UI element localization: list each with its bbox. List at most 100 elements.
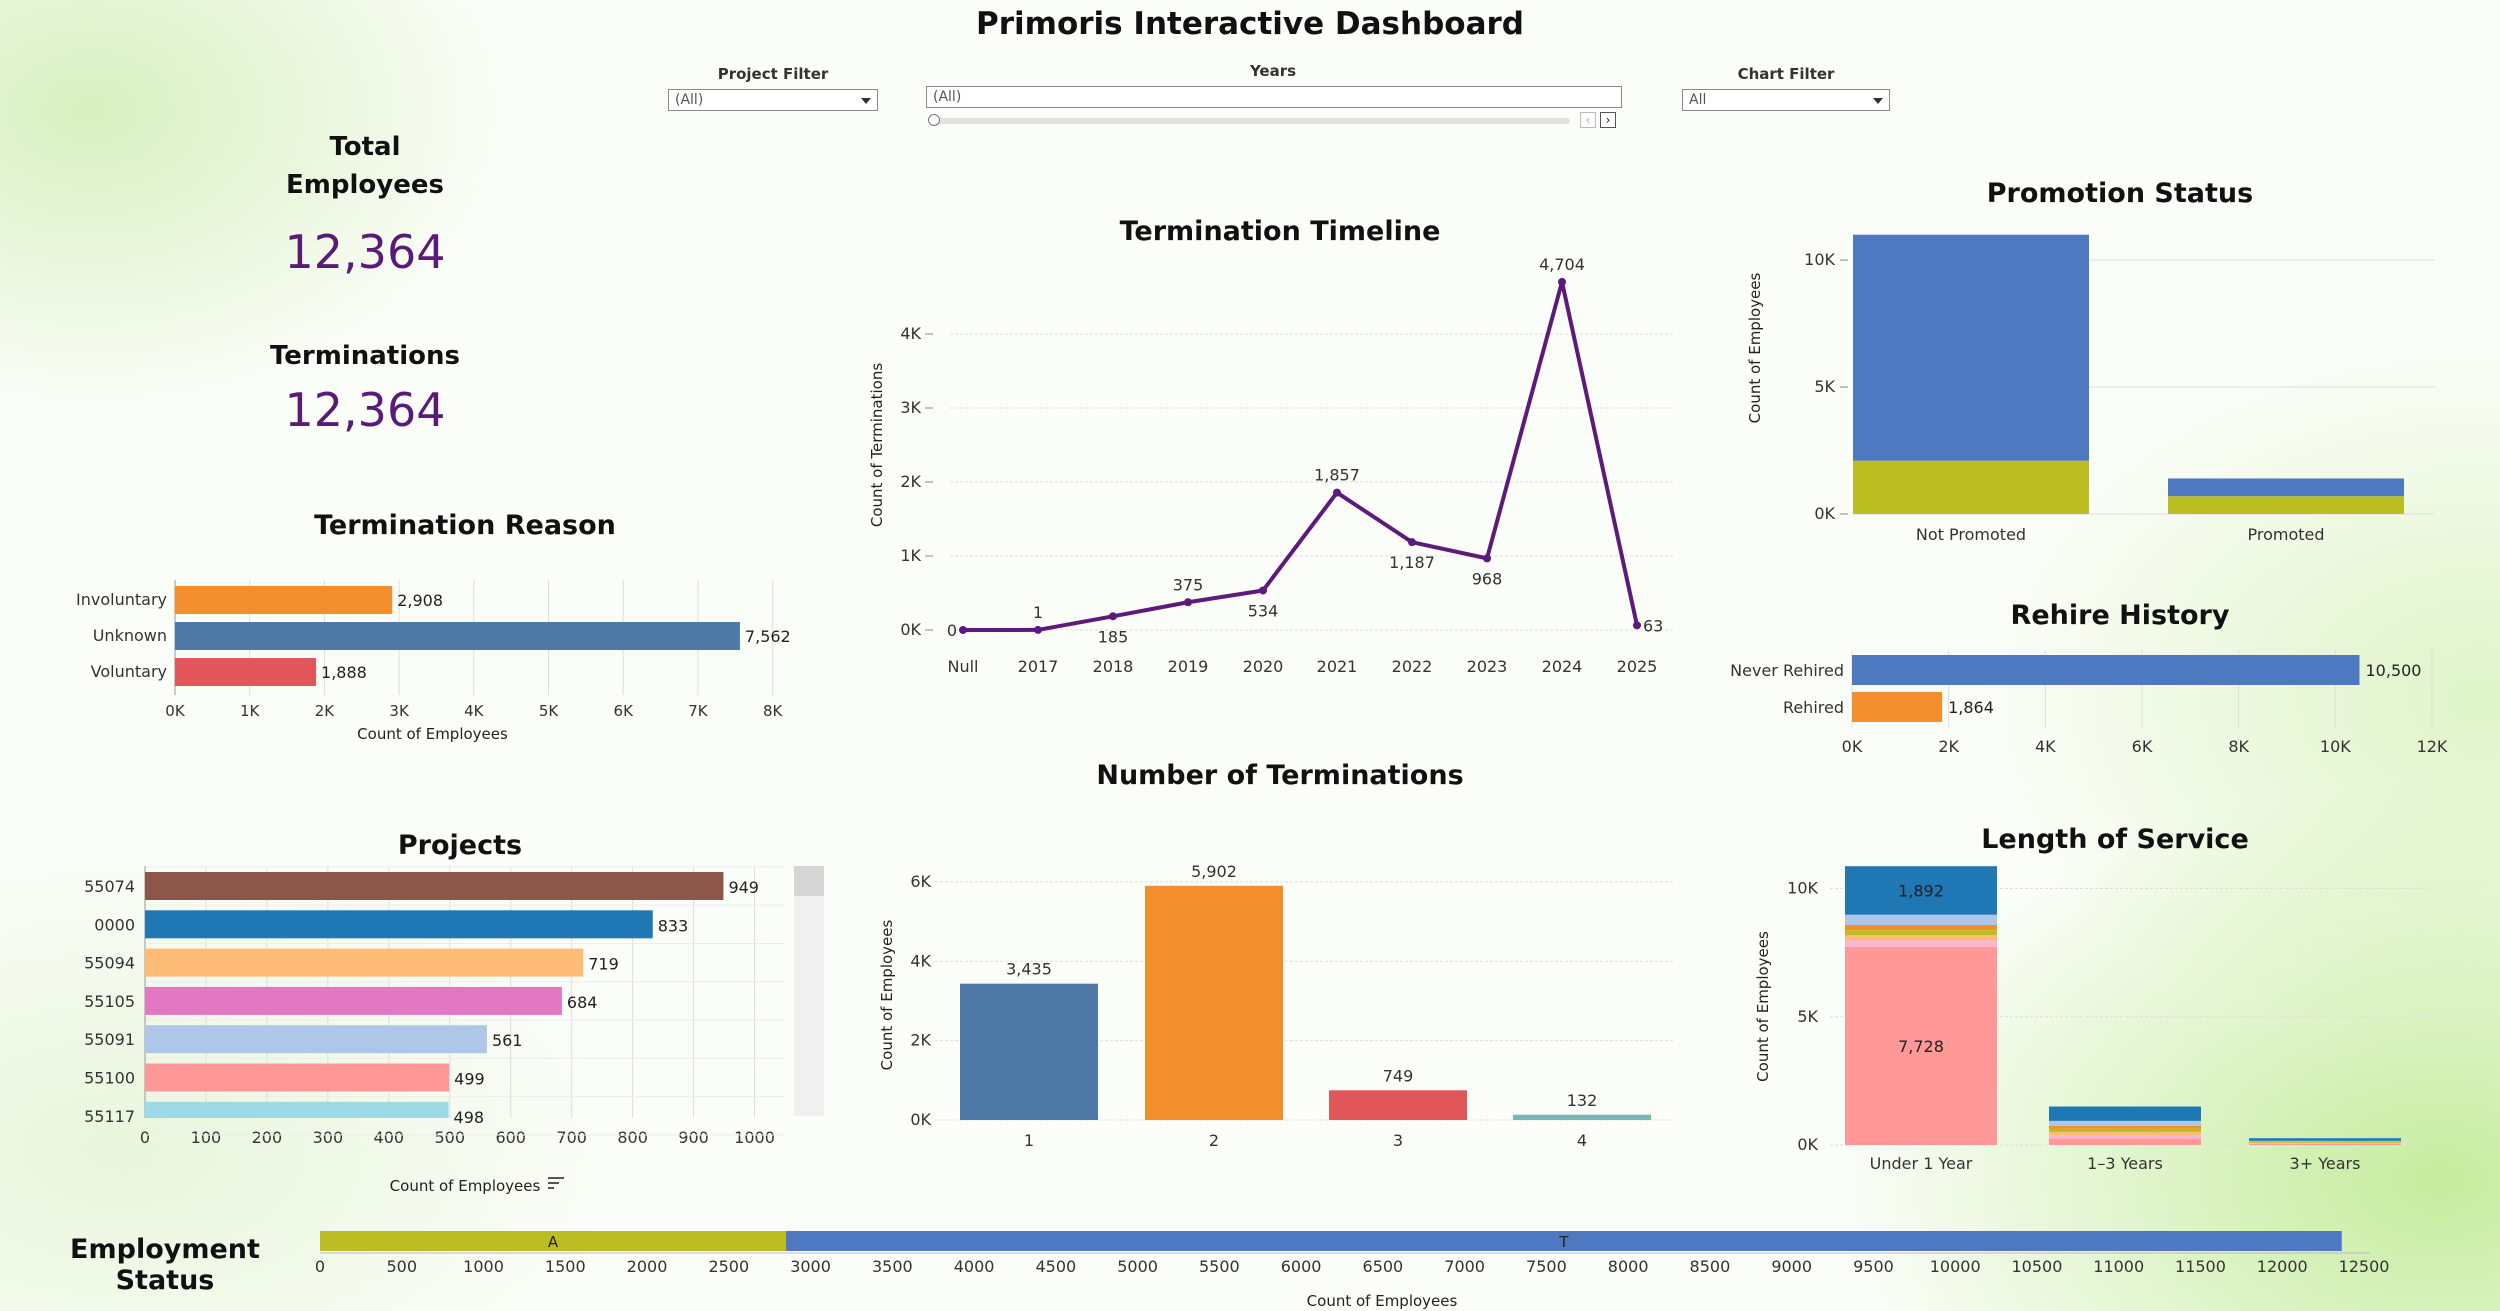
x-tick-label: 6K [2132, 737, 2153, 756]
length-of-service-chart: 0K 5K 10K Count of Employees 7,728 1,892 Under… [1754, 866, 2430, 1173]
x-tick-label: 7000 [1444, 1257, 1485, 1276]
x-tick-label: 3000 [790, 1257, 831, 1276]
x-tick-label: 12500 [2339, 1257, 2390, 1276]
x-tick-label: 12K [2417, 737, 2448, 756]
employment-status-title: Employment Status [70, 1234, 260, 1296]
bar [960, 983, 1098, 1120]
data-label: 4,704 [1539, 255, 1585, 274]
x-tick-label: Null [948, 657, 979, 676]
chart-filter-value: All [1689, 92, 1707, 108]
y-tick-label: 3K [900, 398, 921, 417]
termination-timeline-title: Termination Timeline [1119, 216, 1441, 247]
bar-segment [2049, 1106, 2201, 1121]
projects-scrollbar[interactable] [794, 866, 824, 1116]
x-axis-title: Count of Employees [357, 725, 508, 743]
bar-segment [2249, 1140, 2401, 1142]
x-tick-label: 1500 [545, 1257, 586, 1276]
number-of-terminations-title: Number of Terminations [1096, 760, 1464, 791]
x-tick-label: 2025 [1617, 657, 1658, 676]
years-slider-track[interactable] [930, 118, 1570, 124]
x-tick-label: 2024 [1542, 657, 1583, 676]
bar-segment [1845, 940, 1997, 947]
data-label: 719 [588, 955, 619, 974]
x-tick-label: 400 [374, 1128, 405, 1147]
chart-filter-dropdown[interactable]: All [1682, 89, 1890, 111]
data-label: 1,888 [321, 663, 367, 682]
x-tick-label: 1K [240, 702, 261, 720]
y-axis-title: Count of Employees [878, 919, 896, 1070]
years-slider-handle[interactable] [928, 114, 940, 126]
bar-segment [2049, 1128, 2201, 1132]
data-label: 375 [1173, 575, 1204, 594]
data-label: 63 [1643, 616, 1663, 635]
data-label: 684 [567, 993, 598, 1012]
data-label: 5,902 [1191, 862, 1237, 881]
x-tick-label: 10K [2320, 737, 2351, 756]
category-label: 55105 [84, 992, 135, 1011]
data-label: 1,857 [1314, 466, 1360, 485]
category-label: Voluntary [91, 662, 167, 681]
chevron-left-icon[interactable]: ‹ [1580, 112, 1596, 128]
projects-title: Projects [397, 830, 523, 861]
x-tick-label: 2 [1209, 1131, 1219, 1150]
category-label: Rehired [1783, 698, 1844, 717]
bar [1145, 885, 1283, 1120]
chart-filter-label: Chart Filter [1737, 65, 1835, 83]
x-tick-label: 12000 [2257, 1257, 2308, 1276]
employment-status-chart: A T 0 500 1000 1500 2000 2500 3000 3500 4000 4500 50… [315, 1231, 2390, 1310]
bar-segment [2249, 1141, 2401, 1143]
x-tick-label: 8K [763, 702, 784, 720]
bar [145, 1025, 487, 1054]
x-tick-label: Not Promoted [1916, 525, 2026, 544]
sort-icon[interactable] [548, 1176, 566, 1190]
y-tick-label: 10K [1804, 250, 1835, 269]
x-tick-label: 3500 [872, 1257, 913, 1276]
bar-segment [2168, 478, 2404, 497]
promotion-status-chart: 0K 5K 10K Count of Employees Not Promoted Pro… [1746, 234, 2435, 544]
bar [1329, 1090, 1467, 1120]
x-tick-label: 1 [1024, 1131, 1034, 1150]
x-tick-label: 7K [688, 702, 709, 720]
years-filter-input[interactable]: (All) [926, 86, 1622, 108]
bar [1852, 655, 2360, 685]
series-line [962, 279, 1639, 632]
data-point [1483, 554, 1491, 563]
projects-scrollbar-thumb[interactable] [794, 866, 824, 896]
data-point [1633, 621, 1641, 630]
data-label: 499 [454, 1070, 485, 1089]
terminations-value: 12,364 [284, 383, 446, 437]
data-point [1109, 612, 1117, 621]
x-tick-label: 5500 [1199, 1257, 1240, 1276]
bar-segment [2249, 1142, 2401, 1143]
bar-segment [1853, 234, 2089, 461]
x-tick-label: 1000 [734, 1128, 775, 1147]
promotion-status-title: Promotion Status [1986, 178, 2254, 209]
project-filter-dropdown[interactable]: (All) [668, 89, 878, 111]
x-tick-label: 0K [165, 702, 186, 720]
bar [175, 622, 740, 650]
total-employees-value: 12,364 [284, 225, 446, 279]
bar [145, 910, 653, 939]
bar-segment [1853, 460, 2089, 514]
y-axis-title: Count of Terminations [868, 363, 886, 527]
x-tick-label: 200 [252, 1128, 283, 1147]
x-tick-label: 4K [464, 702, 485, 720]
x-tick-label: 2020 [1243, 657, 1284, 676]
data-point [1408, 538, 1416, 547]
data-label: 185 [1098, 627, 1129, 646]
total-employees-label: Total Employees [286, 132, 444, 200]
bar-segment [2049, 1135, 2201, 1139]
segment-label: T [1558, 1233, 1569, 1251]
x-tick-label: 1000 [463, 1257, 504, 1276]
category-label: Never Rehired [1730, 661, 1844, 680]
x-tick-label: 4500 [1035, 1257, 1076, 1276]
project-filter-value: (All) [675, 92, 704, 108]
chevron-right-icon[interactable]: › [1600, 112, 1616, 128]
bar-segment [1845, 924, 1997, 931]
x-tick-label: 500 [434, 1128, 465, 1147]
x-tick-label: 10000 [1930, 1257, 1981, 1276]
bar [1852, 692, 1943, 722]
category-label: 0000 [94, 915, 135, 934]
category-label: 55117 [84, 1107, 135, 1126]
x-tick-label: 9000 [1771, 1257, 1812, 1276]
